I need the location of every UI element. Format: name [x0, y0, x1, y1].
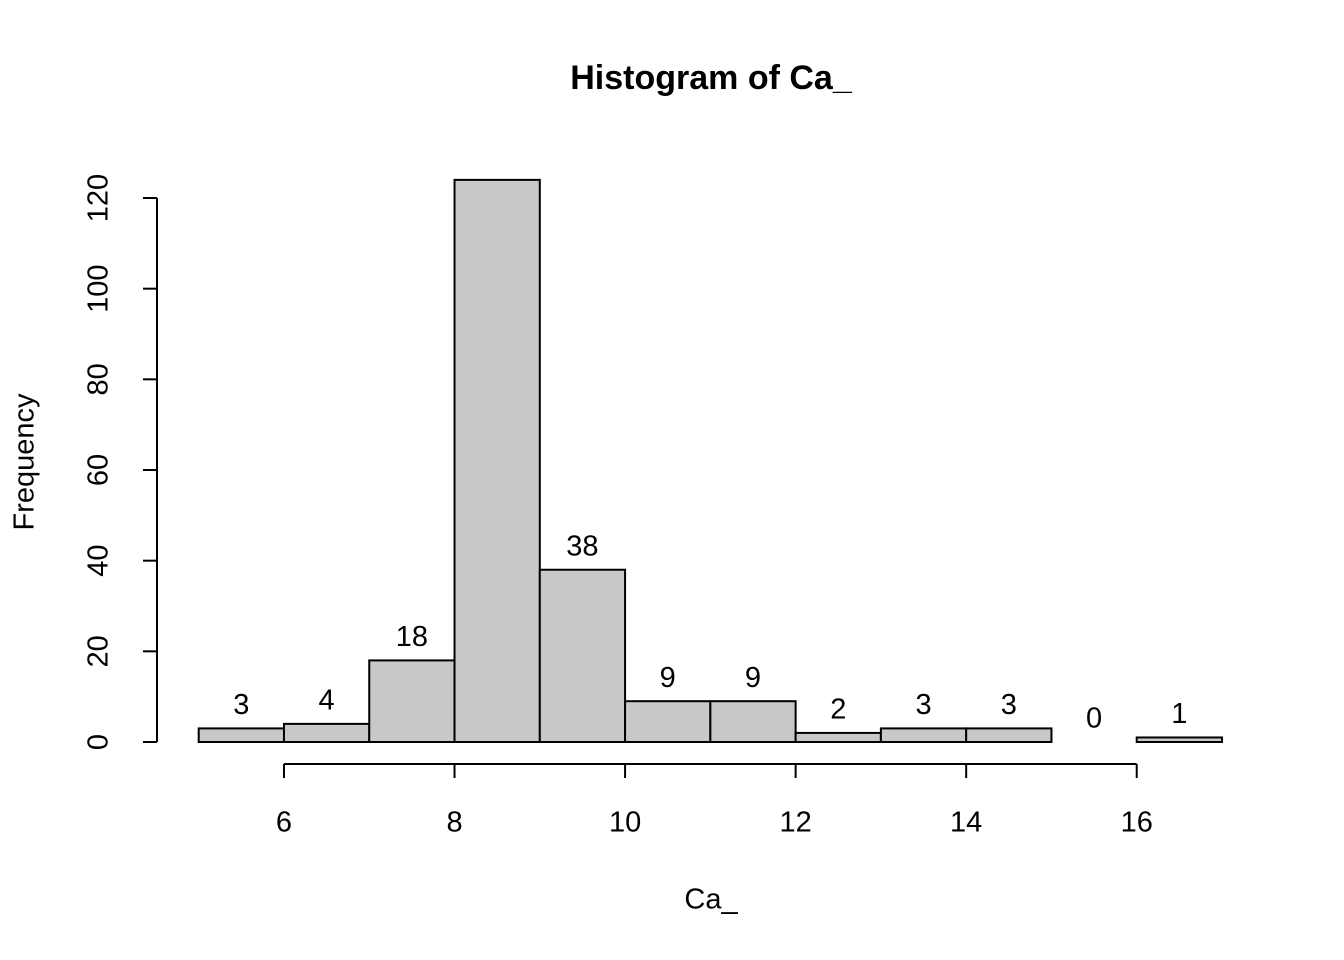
y-tick-label: 0 [83, 734, 115, 750]
bar [453, 178, 541, 744]
bar [624, 700, 712, 744]
x-tick-label: 6 [276, 807, 292, 839]
data-label: 2 [830, 694, 846, 726]
bar [709, 700, 797, 744]
data-label: 9 [745, 662, 761, 694]
data-label: 1 [1171, 698, 1187, 730]
data-label: 0 [1086, 703, 1102, 735]
x-tick-label: 16 [1121, 807, 1153, 839]
data-label: 38 [566, 530, 598, 562]
data-label: 3 [1001, 689, 1017, 721]
data-label: 3 [233, 689, 249, 721]
y-tick-label: 120 [83, 174, 115, 222]
data-label: 4 [319, 685, 335, 717]
y-tick-label: 20 [83, 635, 115, 667]
y-tick-label: 80 [83, 363, 115, 395]
x-tick-label: 10 [609, 807, 641, 839]
data-label: 18 [396, 621, 428, 653]
bar [879, 727, 968, 743]
bar [282, 722, 371, 744]
y-tick-label: 60 [83, 454, 115, 486]
bar [197, 727, 285, 743]
x-tick-label: 8 [446, 807, 462, 839]
bar [1135, 736, 1223, 743]
bar [965, 727, 1053, 743]
data-label: 3 [915, 689, 931, 721]
plot-area: 3 4 18 124 38 9 9 2 3 3 0 1 [197, 141, 1223, 744]
bar [368, 659, 456, 743]
y-tick-label: 100 [83, 264, 115, 312]
y-tick-label: 40 [83, 545, 115, 577]
x-tick-label: 12 [779, 807, 811, 839]
chart-title: Histogram of Ca_ [570, 59, 853, 97]
y-axis-label: Frequency [9, 393, 41, 531]
data-label: 124 [473, 141, 521, 173]
x-tick-label: 14 [950, 807, 982, 839]
data-label: 9 [660, 662, 676, 694]
bar [538, 568, 627, 744]
x-axis-label: Ca_ [684, 884, 738, 916]
bar [794, 731, 882, 744]
